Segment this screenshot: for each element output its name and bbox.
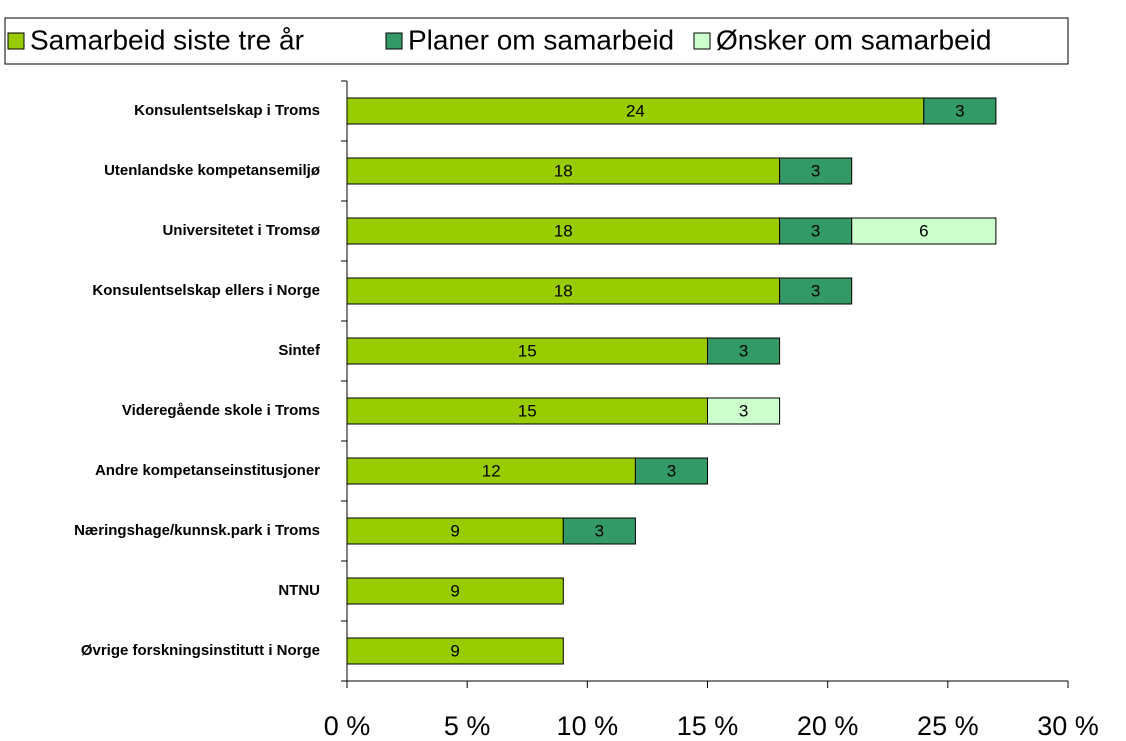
data-label: 9	[450, 641, 459, 660]
data-label: 6	[919, 221, 928, 240]
data-label: 15	[518, 401, 537, 420]
data-label: 9	[450, 581, 459, 600]
category-label: Universitetet i Tromsø	[162, 222, 320, 239]
data-label: 3	[667, 461, 676, 480]
category-label: NTNU	[278, 582, 320, 599]
category-label: Øvrige forskningsinstitutt i Norge	[81, 642, 320, 659]
bar-segment	[923, 97, 997, 125]
data-label: 24	[626, 101, 645, 120]
bar-segment	[346, 97, 925, 125]
data-label: 18	[554, 221, 573, 240]
bar-segment	[346, 637, 564, 665]
category-label: Næringshage/kunnsk.park i Troms	[74, 522, 320, 539]
legend-label: Samarbeid siste tre år	[30, 24, 304, 55]
data-label: 12	[482, 461, 501, 480]
data-label: 3	[739, 401, 748, 420]
x-tick-label: 30 %	[1037, 711, 1099, 741]
bar-segment	[851, 217, 997, 245]
data-label: 3	[595, 521, 604, 540]
x-tick-label: 5 %	[444, 711, 491, 741]
data-label: 15	[518, 341, 537, 360]
legend-box	[4, 17, 1069, 65]
x-tick-label: 15 %	[677, 711, 739, 741]
bar-segment	[779, 157, 853, 185]
category-label: Sintef	[278, 342, 321, 359]
bar-segment	[634, 457, 709, 485]
bar-segment	[346, 517, 564, 545]
x-tick-label: 25 %	[917, 711, 979, 741]
legend-swatch	[7, 32, 25, 50]
legend-swatch	[693, 32, 711, 50]
category-label: Konsulentselskap i Troms	[134, 102, 320, 119]
data-label: 9	[450, 521, 459, 540]
bar-segment	[707, 337, 781, 365]
bar-segment	[346, 337, 708, 365]
data-label: 3	[811, 281, 820, 300]
data-label: 3	[739, 341, 748, 360]
bar-segment	[346, 577, 564, 605]
category-label: Andre kompetanseinstitusjoner	[95, 462, 320, 479]
bar-segment	[346, 217, 781, 245]
bar-segment	[707, 397, 781, 425]
data-label: 3	[811, 221, 820, 240]
data-label: 18	[554, 281, 573, 300]
x-tick-label: 20 %	[797, 711, 859, 741]
bar-segment	[779, 277, 853, 305]
legend-swatch	[385, 32, 403, 50]
category-label: Utenlandske kompetansemiljø	[104, 162, 321, 179]
data-label: 3	[955, 101, 964, 120]
legend-label: Ønsker om samarbeid	[716, 24, 991, 55]
data-label: 18	[554, 161, 573, 180]
data-label: 3	[811, 161, 820, 180]
x-tick-label: 10 %	[557, 711, 619, 741]
category-label: Konsulentselskap ellers i Norge	[92, 282, 320, 299]
bar-segment	[562, 517, 636, 545]
legend-label: Planer om samarbeid	[408, 24, 674, 55]
category-label: Videregående skole i Troms	[122, 402, 320, 419]
bar-segment	[346, 397, 708, 425]
x-tick-label: 0 %	[324, 711, 371, 741]
